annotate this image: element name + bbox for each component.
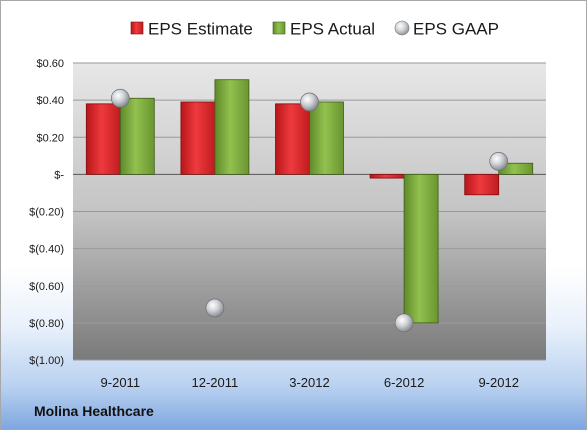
y-tick-label: $(0.60) bbox=[29, 281, 64, 293]
eps-estimate-bar-5 bbox=[464, 173, 500, 196]
y-tick-label: $(0.20) bbox=[29, 207, 64, 219]
y-tick-label: $(0.40) bbox=[29, 244, 64, 256]
eps-gaap-point-3 bbox=[300, 92, 319, 112]
green-square-icon bbox=[272, 21, 286, 35]
eps-actual-bar-3 bbox=[309, 101, 344, 175]
eps-estimate-bar-2 bbox=[180, 101, 216, 175]
eps-gaap-point-5 bbox=[489, 152, 509, 171]
y-tick-label: $0.60 bbox=[36, 58, 64, 70]
eps-gaap-point-4 bbox=[394, 313, 414, 333]
x-category-label: 9-2012 bbox=[478, 375, 518, 390]
gray-sphere-icon bbox=[394, 20, 410, 36]
x-category-label: 9-2011 bbox=[101, 375, 141, 390]
y-tick-label: $0.40 bbox=[36, 95, 64, 107]
eps-actual-bar-4 bbox=[403, 173, 439, 324]
eps-actual-bar-2 bbox=[214, 79, 250, 175]
eps-estimate-bar-1 bbox=[85, 103, 121, 175]
y-tick-label: $- bbox=[54, 169, 64, 181]
y-tick-label: $0.20 bbox=[36, 132, 64, 144]
eps-gaap-point-1 bbox=[110, 88, 130, 108]
red-square-icon bbox=[130, 21, 144, 35]
x-category-label: 12-2011 bbox=[192, 375, 239, 390]
x-category-label: 6-2012 bbox=[384, 375, 424, 390]
y-tick-label: $(0.80) bbox=[29, 318, 64, 330]
legend-label: EPS GAAP bbox=[413, 20, 499, 39]
x-category-label: 3-2012 bbox=[289, 375, 329, 390]
eps-gaap-point-2 bbox=[205, 298, 225, 318]
eps-estimate-bar-4 bbox=[369, 173, 405, 179]
company-name: Molina Healthcare bbox=[34, 403, 154, 419]
eps-actual-bar-1 bbox=[119, 97, 155, 175]
legend-label: EPS Actual bbox=[290, 20, 375, 39]
eps-estimate-bar-3 bbox=[275, 103, 310, 175]
y-tick-label: $(1.00) bbox=[29, 355, 64, 367]
legend-label: EPS Estimate bbox=[148, 20, 253, 39]
